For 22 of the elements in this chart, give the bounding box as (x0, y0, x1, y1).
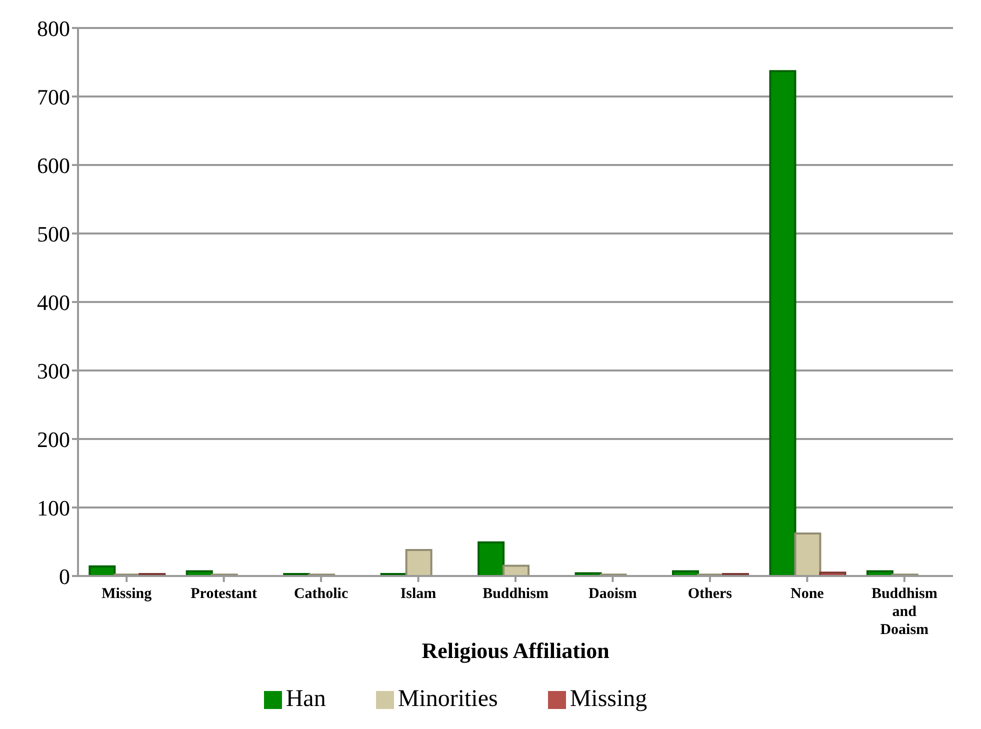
x-tick-label: Islam (400, 586, 437, 602)
legend-label: Missing (570, 686, 648, 712)
legend-label: Minorities (398, 686, 498, 712)
y-tick-label: 500 (37, 221, 70, 246)
x-tick-label: Catholic (294, 586, 348, 602)
x-tick-label: Buddhism (482, 586, 549, 602)
x-tick-label: Daoism (588, 586, 638, 602)
y-tick-label: 700 (37, 84, 70, 110)
x-tick-label: Buddhism and Doaism (871, 586, 938, 638)
x-tick-label: None (790, 586, 824, 602)
y-tick-label: 400 (37, 290, 70, 315)
y-tick-label: 100 (37, 495, 70, 520)
y-tick-label: 800 (37, 16, 70, 41)
y-tick-label: 600 (37, 152, 70, 178)
y-tick-label: 300 (37, 358, 70, 384)
legend-label: Han (286, 686, 326, 712)
y-tick-label: 200 (37, 426, 70, 452)
x-tick-label: Missing (102, 586, 152, 602)
x-tick-label: Others (688, 586, 732, 602)
x-axis-title: Religious Affiliation (422, 638, 610, 663)
x-tick-label: Protestant (190, 586, 258, 602)
y-tick-label: 0 (59, 564, 70, 589)
